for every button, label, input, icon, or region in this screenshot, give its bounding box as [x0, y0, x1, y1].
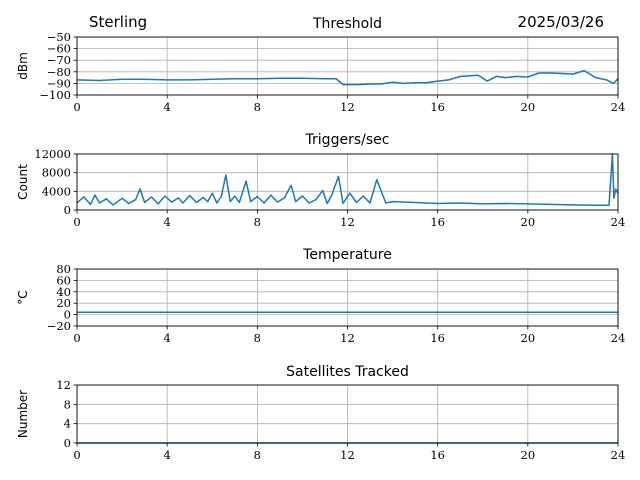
threshold-xtick-label-1: 4 — [164, 100, 171, 114]
triggers-panel: 0 4 8 12 16 20 24 0 4000 8000 12000 Triggers/sec Cou… — [16, 132, 625, 229]
satellites-title: Satellites Tracked — [286, 364, 409, 380]
satellites-xtick-label-5: 20 — [521, 448, 536, 462]
temperature-ytick-label-4: 60 — [56, 273, 71, 287]
temperature-xtick-label-3: 12 — [340, 331, 355, 345]
satellites-xtick-label-2: 8 — [254, 448, 261, 462]
triggers-series-line — [76, 153, 619, 207]
threshold-ytick-label-4: −60 — [47, 42, 71, 56]
temperature-title: Temperature — [302, 247, 392, 263]
threshold-xtick-label-3: 12 — [340, 100, 355, 114]
satellites-xtick-label-6: 24 — [611, 448, 626, 462]
triggers-xtick-label-1: 4 — [164, 215, 171, 229]
triggers-ytick-label-0: 0 — [64, 203, 71, 217]
satellites-xtick-label-1: 4 — [164, 448, 171, 462]
satellites-ylabel: Number — [16, 390, 30, 438]
satellites-panel: 0 4 8 12 16 20 24 0 4 8 12 Satellites Tracked Number — [16, 364, 625, 462]
triggers-ylabel: Count — [16, 164, 30, 200]
satellites-ytick-label-3: 12 — [56, 378, 71, 392]
temperature-ytick-label-2: 20 — [56, 296, 71, 310]
triggers-ytick-label-2: 8000 — [42, 166, 71, 180]
triggers-xtick-label-3: 12 — [340, 215, 355, 229]
satellites-ytick-label-0: 0 — [64, 436, 71, 450]
temperature-xtick-label-0: 0 — [73, 331, 80, 345]
threshold-series-line — [76, 69, 619, 86]
triggers-xtick-label-2: 8 — [254, 215, 261, 229]
temperature-xtick-label-6: 24 — [611, 331, 626, 345]
triggers-xtick-label-0: 0 — [73, 215, 80, 229]
triggers-xtick-label-5: 20 — [521, 215, 536, 229]
satellites-ytick-label-2: 8 — [64, 397, 71, 411]
threshold-xtick-label-2: 8 — [254, 100, 261, 114]
threshold-ytick-label-5: −50 — [47, 30, 71, 44]
temperature-xtick-label-4: 16 — [430, 331, 445, 345]
chart-date: 2025/03/26 — [517, 13, 604, 31]
temperature-xtick-label-5: 20 — [521, 331, 536, 345]
threshold-ytick-label-3: −70 — [47, 53, 71, 67]
threshold-xtick-label-6: 24 — [611, 100, 626, 114]
temperature-xtick-label-1: 4 — [164, 331, 171, 345]
threshold-xtick-label-5: 20 — [521, 100, 536, 114]
temperature-ytick-label-3: 40 — [56, 285, 71, 299]
temperature-ytick-label-0: −20 — [47, 319, 71, 333]
threshold-ytick-label-2: −80 — [47, 65, 71, 79]
temperature-ytick-label-1: 0 — [64, 308, 71, 322]
triggers-xtick-label-6: 24 — [611, 215, 626, 229]
satellites-xtick-label-4: 16 — [430, 448, 445, 462]
temperature-ytick-label-5: 80 — [56, 262, 71, 276]
triggers-title: Triggers/sec — [305, 132, 390, 148]
triggers-ytick-label-1: 4000 — [42, 184, 71, 198]
satellites-ytick-label-1: 4 — [64, 417, 71, 431]
satellites-xtick-label-0: 0 — [73, 448, 80, 462]
satellites-xtick-label-3: 12 — [340, 448, 355, 462]
temperature-xtick-label-2: 8 — [254, 331, 261, 345]
triggers-ytick-label-3: 12000 — [34, 147, 71, 161]
threshold-ytick-label-1: −90 — [47, 76, 71, 90]
threshold-xtick-label-0: 0 — [73, 100, 80, 114]
threshold-xtick-label-4: 16 — [430, 100, 445, 114]
temperature-ylabel: °C — [16, 290, 30, 304]
threshold-ylabel: dBm — [16, 52, 30, 80]
threshold-ytick-label-0: −100 — [39, 88, 71, 102]
site-name: Sterling — [89, 13, 148, 31]
threshold-panel: 0 4 8 12 16 20 24 −100−90−80−70−60−50 Threshold d… — [16, 16, 625, 114]
threshold-title: Threshold — [312, 16, 382, 32]
triggers-xtick-label-4: 16 — [430, 215, 445, 229]
